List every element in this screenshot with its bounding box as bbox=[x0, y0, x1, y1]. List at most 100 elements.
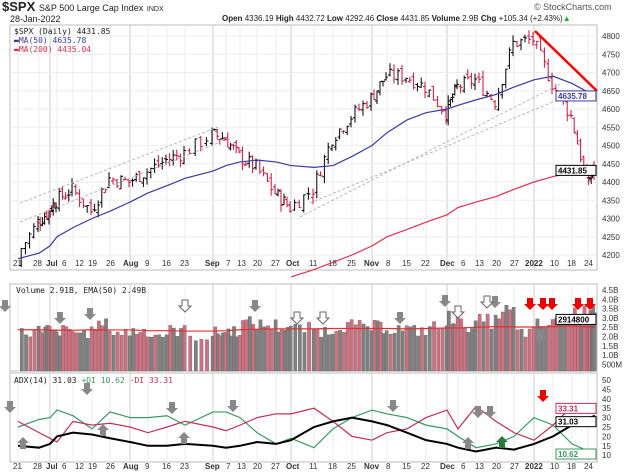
price-tick-label: 4500 bbox=[602, 142, 620, 151]
adx-tag: 31.03 bbox=[558, 418, 579, 427]
date-label: 2022 bbox=[525, 259, 543, 268]
volume-bar bbox=[481, 321, 486, 372]
volume-tick-label: 1.0B bbox=[602, 351, 618, 360]
volume-bar bbox=[115, 331, 120, 372]
volume-bar bbox=[270, 328, 274, 372]
chg-label: Chg bbox=[480, 14, 497, 23]
volume-bar bbox=[100, 325, 105, 372]
volume-bar bbox=[67, 328, 72, 372]
volume-bar bbox=[432, 321, 436, 372]
volume-bar bbox=[473, 320, 478, 372]
index-name: S&P 500 Large Cap Index bbox=[38, 3, 144, 13]
volume-bar bbox=[436, 328, 441, 372]
adx-tick-label: 30 bbox=[602, 414, 611, 423]
volume-signal-arrow-icon bbox=[249, 300, 261, 312]
date-label: 27 bbox=[271, 462, 280, 471]
volume-bar bbox=[89, 326, 94, 372]
date-label: 22 bbox=[421, 259, 430, 268]
volume-bar bbox=[182, 325, 187, 372]
volume-bar bbox=[194, 340, 198, 372]
volume-bar bbox=[131, 328, 136, 372]
date-label: Oct bbox=[286, 259, 300, 268]
volume-bar bbox=[302, 332, 307, 372]
volume-bar bbox=[579, 320, 584, 372]
volume-bar bbox=[330, 333, 335, 372]
ma50-value-tag-box bbox=[555, 90, 597, 102]
volume-bar bbox=[315, 328, 320, 372]
volume-bar bbox=[168, 325, 173, 372]
volume-value-tag: 2914800 bbox=[558, 315, 590, 324]
date-label: 27 bbox=[510, 462, 519, 471]
volume-signal-arrow-icon bbox=[450, 305, 466, 319]
volume-bar bbox=[127, 335, 132, 372]
date-label: 27 bbox=[271, 259, 280, 268]
date-label: 13 bbox=[475, 462, 484, 471]
volume-label: Volume bbox=[431, 14, 460, 23]
volume-bar bbox=[70, 331, 75, 372]
volume-bar bbox=[550, 319, 555, 372]
date-label: 21 bbox=[13, 259, 22, 268]
volume-ema-line bbox=[18, 325, 596, 332]
volume-bar bbox=[254, 329, 259, 372]
volume-signal-arrow-icon bbox=[84, 308, 96, 320]
date-label: 19 bbox=[88, 462, 97, 471]
close-label: Close bbox=[376, 14, 399, 23]
channel-line bbox=[19, 126, 219, 204]
adx-signal-arrow-icon bbox=[81, 383, 93, 395]
legend-ma200: ▬MA(200) 4435.04 bbox=[14, 45, 92, 54]
ma50-value-tag: 4635.78 bbox=[558, 92, 587, 101]
volume-tick-label: 4.5B bbox=[602, 286, 618, 295]
volume-bar bbox=[497, 318, 502, 372]
volume-bar bbox=[248, 316, 252, 372]
volume-bar bbox=[357, 320, 362, 372]
date-label: 9 bbox=[145, 462, 150, 471]
volume-bar bbox=[327, 334, 331, 372]
volume-bar bbox=[276, 331, 281, 372]
date-label: 6 bbox=[461, 259, 466, 268]
date-label: Dec bbox=[440, 259, 455, 268]
volume-bar bbox=[179, 328, 183, 372]
minus-di-tag: 33.31 bbox=[558, 404, 579, 413]
channel-line bbox=[309, 98, 561, 204]
last-price-tag-box bbox=[555, 164, 597, 176]
volume-value: 2.9B bbox=[462, 14, 479, 23]
volume-tick-label: 2.0B bbox=[602, 333, 618, 342]
volume-bar bbox=[258, 319, 263, 372]
date-label: 26 bbox=[106, 259, 115, 268]
adx-signal-arrow-icon bbox=[227, 400, 239, 412]
legend-ma50-text: MA(50) 4635.78 bbox=[18, 36, 87, 45]
chart-title: $SPX S&P 500 Large Cap Index INDX bbox=[2, 0, 164, 17]
volume-bar bbox=[485, 313, 490, 372]
price-tick-label: 4250 bbox=[602, 233, 620, 242]
date-label: 20 bbox=[253, 462, 262, 471]
volume-bar bbox=[199, 339, 204, 372]
volume-tick-label: 500M bbox=[602, 360, 622, 369]
ohlc-summary: Open 4336.19 High 4432.72 Low 4292.46 Cl… bbox=[222, 14, 571, 24]
volume-bar bbox=[547, 324, 551, 372]
volume-bar bbox=[111, 334, 116, 372]
volume-bar bbox=[455, 312, 460, 372]
date-label: 8 bbox=[386, 259, 391, 268]
volume-signal-arrow-icon bbox=[54, 312, 66, 324]
date-label: 18 bbox=[567, 259, 576, 268]
plus-di-tag: 10.62 bbox=[558, 450, 579, 459]
date-label: Oct bbox=[286, 462, 300, 471]
volume-bar bbox=[515, 329, 520, 372]
volume-bar bbox=[511, 307, 516, 372]
volume-bar bbox=[369, 330, 374, 372]
date-label: Sep bbox=[205, 462, 220, 471]
date-label: Dec bbox=[440, 462, 455, 471]
date-label: 7 bbox=[226, 462, 231, 471]
date-label: 18 bbox=[328, 259, 337, 268]
volume-bar bbox=[188, 335, 193, 372]
volume-bar bbox=[378, 321, 383, 372]
volume-bar bbox=[440, 327, 445, 372]
volume-bar bbox=[459, 318, 464, 372]
date-label: 20 bbox=[492, 462, 501, 471]
volume-signal-arrow-icon bbox=[534, 330, 546, 342]
volume-bar bbox=[293, 324, 298, 372]
volume-bar bbox=[237, 335, 242, 372]
date-label: 18 bbox=[567, 462, 576, 471]
date-label: 10 bbox=[550, 462, 559, 471]
price-tick-label: 4400 bbox=[602, 178, 620, 187]
